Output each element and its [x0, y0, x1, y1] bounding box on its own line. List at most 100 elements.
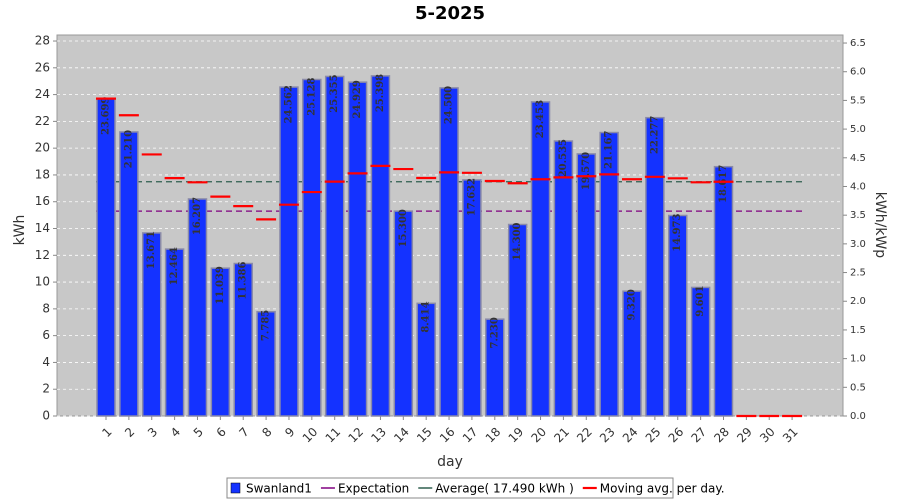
bar: [119, 131, 139, 417]
y-tick-label: 6: [42, 328, 50, 342]
x-axis-title: day: [437, 454, 463, 470]
legend-label: Moving avg. per day.: [600, 482, 725, 496]
data-label: 14.300: [512, 222, 523, 260]
x-tick-label: 1: [99, 425, 114, 440]
y-tick-label: 4: [42, 355, 50, 369]
x-tick-label: 24: [620, 425, 641, 446]
data-label: 23.453: [535, 100, 546, 138]
bar: [553, 140, 574, 417]
y-tick-label: 8: [42, 301, 50, 315]
legend-label: Swanland1: [246, 482, 312, 496]
y-tick-label: 22: [35, 114, 50, 128]
y2-tick-label: 1.0: [850, 354, 866, 365]
data-label: 9.320: [627, 289, 638, 320]
bar: [347, 81, 368, 417]
y-tick-label: 12: [35, 248, 50, 262]
bar: [279, 86, 299, 417]
x-tick-label: 31: [780, 425, 801, 446]
legend: [226, 477, 674, 499]
data-label: 23.699: [101, 97, 112, 135]
x-tick-label: 27: [689, 425, 710, 446]
x-tick-label: 28: [711, 425, 732, 446]
legend-label: Expectation: [338, 482, 409, 496]
legend-label: Average( 17.490 kWh ): [435, 482, 574, 496]
data-label: 11.386: [238, 261, 249, 299]
bar: [668, 214, 688, 417]
x-tick-label: 8: [259, 425, 274, 440]
y-tick-label: 2: [42, 382, 50, 396]
x-tick-label: 14: [391, 425, 412, 446]
y2-tick-label: 4.5: [850, 153, 866, 164]
x-tick-label: 22: [574, 425, 595, 446]
y-tick-label: 28: [35, 34, 50, 48]
y2-tick-label: 1.5: [850, 325, 866, 336]
data-label: 11.039: [215, 266, 226, 304]
y2-tick-label: 2.5: [850, 268, 866, 279]
y2-tick-label: 6.5: [850, 38, 866, 49]
data-label: 19.570: [581, 152, 592, 190]
data-label: 20.535: [558, 139, 569, 177]
data-label: 15.300: [398, 209, 409, 247]
bar: [576, 153, 597, 417]
x-tick-label: 9: [282, 425, 297, 440]
data-label: 8.414: [421, 301, 432, 332]
bar: [324, 75, 345, 417]
x-tick-label: 21: [551, 425, 572, 446]
bar: [141, 232, 162, 417]
y2-tick-label: 0.0: [850, 411, 866, 422]
x-tick-label: 25: [643, 425, 664, 446]
bar: [622, 290, 642, 417]
x-tick-label: 10: [300, 425, 321, 446]
y2-axis-title: kWh/kWp: [872, 192, 888, 258]
bar: [164, 248, 185, 417]
y-tick-label: 0: [42, 409, 50, 423]
x-tick-label: 6: [214, 425, 229, 440]
y-tick-label: 16: [35, 194, 50, 208]
x-tick-label: 17: [460, 425, 481, 446]
data-label: 24.562: [283, 85, 294, 123]
x-tick-label: 30: [757, 425, 778, 446]
data-label: 25.128: [306, 77, 317, 115]
bar: [599, 131, 619, 417]
y-tick-label: 18: [35, 167, 50, 181]
x-tick-label: 18: [483, 425, 504, 446]
y2-tick-label: 6.0: [850, 67, 866, 78]
y2-tick-label: 3.0: [850, 239, 866, 250]
bar: [690, 286, 711, 417]
data-label: 21.210: [123, 130, 134, 168]
y2-tick-label: 5.0: [850, 124, 866, 135]
x-tick-label: 29: [734, 425, 755, 446]
bar: [256, 310, 276, 417]
data-label: 17.632: [466, 178, 477, 216]
data-label: 14.973: [672, 213, 683, 251]
bar: [439, 87, 459, 417]
x-tick-label: 20: [528, 425, 549, 446]
x-tick-label: 23: [597, 425, 618, 446]
y2-tick-label: 4.0: [850, 181, 866, 192]
data-label: 21.167: [604, 131, 615, 169]
bar: [370, 75, 391, 417]
chart-title: 5-2025: [415, 3, 485, 24]
y-tick-label: 14: [35, 221, 50, 235]
bar: [713, 165, 734, 417]
x-tick-label: 11: [323, 425, 344, 446]
bar: [645, 116, 665, 417]
x-tick-label: 16: [437, 425, 458, 446]
data-label: 25.398: [375, 74, 386, 112]
x-tick-label: 26: [666, 425, 687, 446]
bar: [233, 262, 253, 417]
data-label: 12.464: [169, 247, 180, 285]
bar: [507, 223, 528, 417]
y2-tick-label: 5.5: [850, 95, 866, 106]
bar: [416, 302, 436, 417]
data-label: 24.929: [352, 80, 363, 118]
bar: [485, 318, 505, 417]
bar: [187, 198, 208, 417]
data-label: 9.601: [695, 285, 706, 316]
x-tick-label: 13: [368, 425, 389, 446]
x-tick-label: 5: [191, 425, 206, 440]
bar: [210, 267, 231, 417]
y-tick-label: 26: [35, 60, 50, 74]
data-label: 18.617: [718, 165, 729, 203]
